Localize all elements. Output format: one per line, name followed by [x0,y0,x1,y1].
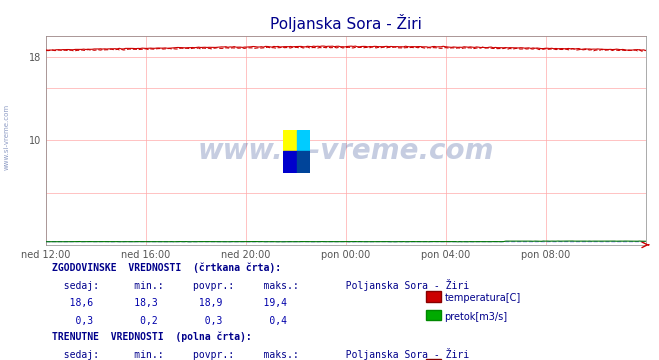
Text: sedaj:      min.:     povpr.:     maks.:        Poljanska Sora - Žiri: sedaj: min.: povpr.: maks.: Poljanska So… [52,348,469,360]
Bar [297,130,310,151]
Text: pretok[m3/s]: pretok[m3/s] [444,312,507,321]
Text: ZGODOVINSKE  VREDNOSTI  (črtkana črta):: ZGODOVINSKE VREDNOSTI (črtkana črta): [52,262,281,273]
Text: 0,3        0,2        0,3        0,4: 0,3 0,2 0,3 0,4 [52,316,287,326]
FancyBboxPatch shape [426,292,442,302]
Text: temperatura[C]: temperatura[C] [444,293,521,303]
Bar [297,151,310,173]
Text: www.si-vreme.com: www.si-vreme.com [198,137,494,165]
Bar [283,130,297,151]
Text: 18,6       18,3       18,9       19,4: 18,6 18,3 18,9 19,4 [52,297,287,307]
Bar [283,151,297,173]
FancyBboxPatch shape [426,359,442,360]
FancyBboxPatch shape [426,310,442,320]
Title: Poljanska Sora - Žiri: Poljanska Sora - Žiri [270,14,422,32]
Text: TRENUTNE  VREDNOSTI  (polna črta):: TRENUTNE VREDNOSTI (polna črta): [52,332,252,342]
Text: sedaj:      min.:     povpr.:     maks.:        Poljanska Sora - Žiri: sedaj: min.: povpr.: maks.: Poljanska So… [52,279,469,291]
Text: www.si-vreme.com: www.si-vreme.com [3,104,9,170]
